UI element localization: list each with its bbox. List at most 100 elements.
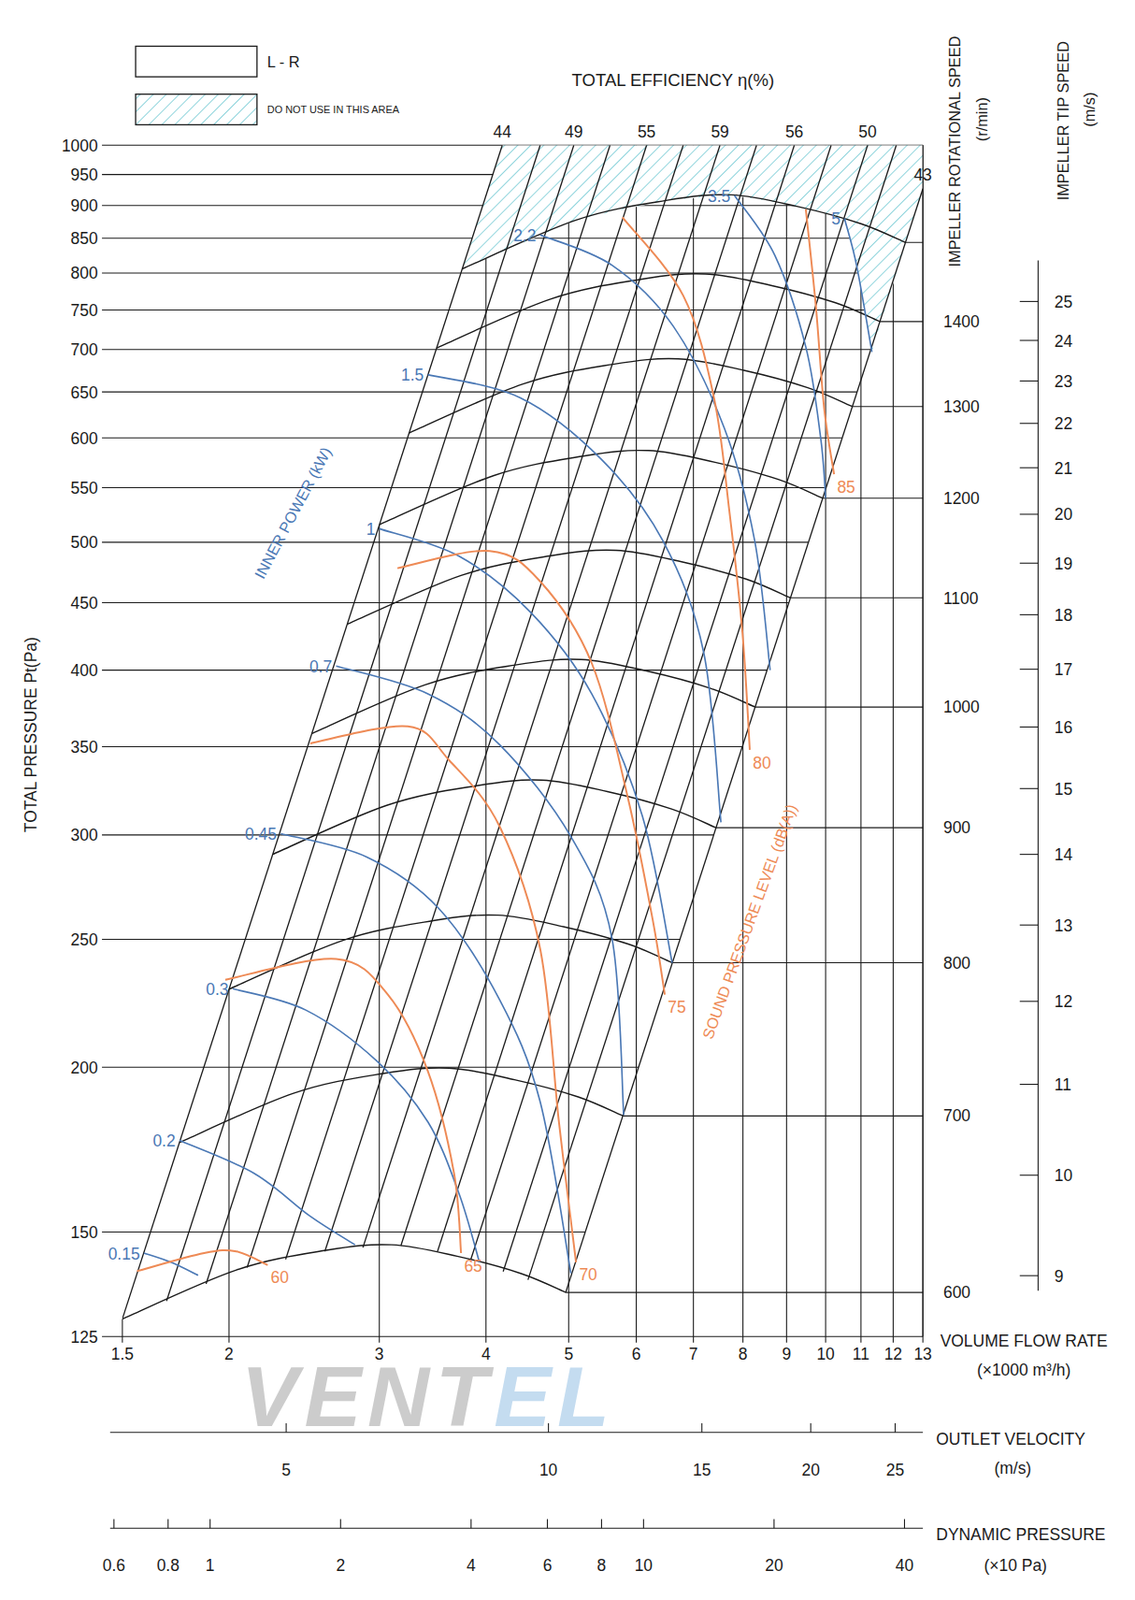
y-tick-label: 700 xyxy=(71,340,99,360)
y-tick-label: 800 xyxy=(71,263,99,283)
power-curve xyxy=(428,374,721,823)
y-axis-title: TOTAL PRESSURE Pt(Pa) xyxy=(21,636,41,833)
power-label: 1.5 xyxy=(401,365,424,385)
speed-connector xyxy=(755,706,923,708)
efficiency-label: 49 xyxy=(564,122,583,142)
dynamic-tick xyxy=(546,1518,548,1528)
efficiency-label: 44 xyxy=(493,122,513,142)
tip-tick-label: 23 xyxy=(1054,372,1073,391)
velocity-axis-title: OUTLET VELOCITY xyxy=(935,1429,1086,1449)
speed-curve xyxy=(408,358,852,433)
tip-tick-label: 11 xyxy=(1054,1075,1072,1094)
dynamic-tick xyxy=(773,1518,775,1528)
y-tick-label: 300 xyxy=(71,825,99,845)
velocity-tick-label: 15 xyxy=(692,1460,711,1480)
rpm-tick-label: 1000 xyxy=(943,697,980,717)
sound-label: 70 xyxy=(578,1264,598,1284)
rpm-tick-label: 1100 xyxy=(943,589,979,608)
dynamic-tick xyxy=(113,1518,115,1528)
dynamic-tick-label: 6 xyxy=(543,1555,553,1575)
dynamic-tick-label: 8 xyxy=(597,1555,607,1575)
power-label: 2.2 xyxy=(513,226,536,245)
rpm-tick-label: 1300 xyxy=(943,397,980,417)
dynamic-tick xyxy=(167,1518,169,1528)
efficiency-line xyxy=(166,144,541,1301)
labels: 444955595650430.150.20.30.450.711.52.23.… xyxy=(21,35,1107,1575)
speed-curve xyxy=(379,450,823,525)
dynamic-tick xyxy=(601,1518,603,1528)
grid-line-x xyxy=(121,1318,123,1342)
tip-tick-label: 18 xyxy=(1054,605,1073,625)
power-curve xyxy=(336,665,625,1115)
efficiency-label: 50 xyxy=(858,122,877,142)
speed-curve xyxy=(346,549,791,624)
tip-tick xyxy=(1020,380,1039,382)
grid-line-x xyxy=(860,144,862,1343)
sound-label: 60 xyxy=(271,1267,290,1287)
speed-connector xyxy=(622,1115,923,1117)
speed-connector xyxy=(822,497,923,499)
tip-tick xyxy=(1020,924,1039,926)
grid-line-x xyxy=(692,144,694,1343)
legend-swatch xyxy=(135,45,258,77)
rpm-tick-label: 800 xyxy=(943,953,971,973)
restricted-area xyxy=(461,144,923,352)
grid-line-x xyxy=(786,144,788,1343)
x-tick-label: 7 xyxy=(689,1344,699,1364)
rpm-tick-label: 1400 xyxy=(943,312,980,331)
grid-line-y xyxy=(101,669,767,671)
efficiency-line xyxy=(246,144,610,1267)
efficiency-line xyxy=(437,144,795,1251)
power-label: 1 xyxy=(366,519,376,539)
efficiency-line xyxy=(565,188,923,1293)
power-label: 0.15 xyxy=(108,1244,141,1264)
sound-label: 85 xyxy=(836,477,855,497)
rpm-axis-title: IMPELLER ROTATIONAL SPEED xyxy=(946,35,963,267)
tip-tick-label: 20 xyxy=(1054,504,1074,524)
efficiency-line xyxy=(324,144,683,1251)
tip-tick-label: 22 xyxy=(1054,414,1073,433)
speed-connector xyxy=(905,242,923,244)
speed-connector xyxy=(879,320,923,322)
sound-label: 75 xyxy=(667,997,686,1017)
dynamic-tick xyxy=(340,1518,342,1528)
sound-curve xyxy=(225,958,461,1253)
efficiency-line xyxy=(401,144,757,1246)
power-curve xyxy=(232,988,480,1263)
x-tick-label: 6 xyxy=(632,1344,642,1364)
tip-tick-label: 21 xyxy=(1054,459,1073,478)
legend-swatch xyxy=(135,94,258,126)
grid-line-x xyxy=(922,144,924,1343)
y-tick-label: 125 xyxy=(71,1327,99,1347)
x-axis-unit: (×1000 m³/h) xyxy=(976,1360,1071,1380)
speed-connector xyxy=(716,827,923,829)
tip-tick xyxy=(1020,1000,1039,1002)
tip-tick xyxy=(1020,339,1039,341)
dynamic-tick xyxy=(904,1518,906,1528)
x-tick-label: 11 xyxy=(852,1344,870,1364)
plot-area xyxy=(122,144,923,1319)
power-label: 0.2 xyxy=(152,1131,175,1150)
grid-line-y xyxy=(101,833,714,835)
tip-tick xyxy=(1020,562,1039,564)
power-label: 5 xyxy=(831,209,841,229)
y-tick-label: 950 xyxy=(71,165,99,185)
power-curve xyxy=(379,528,673,963)
x-tick-label: 10 xyxy=(816,1344,835,1364)
dynamic-axis-title: DYNAMIC PRESSURE xyxy=(935,1524,1106,1544)
x-tick-label: 4 xyxy=(481,1344,491,1364)
sound-label: 80 xyxy=(752,753,772,773)
rpm-axis-line xyxy=(922,144,924,1337)
sound-curve xyxy=(136,1249,268,1271)
y-tick-label: 150 xyxy=(71,1222,99,1242)
power-label: 0.45 xyxy=(244,824,277,844)
power-title: INNER POWER (kW) xyxy=(251,444,335,581)
x-tick-label: 9 xyxy=(781,1344,791,1364)
dynamic-tick-label: 1 xyxy=(205,1555,216,1575)
efficiency-line xyxy=(122,144,503,1319)
watermark: VENTEL xyxy=(241,1348,617,1444)
tip-tick-label: 25 xyxy=(1054,292,1073,312)
tip-tick-label: 17 xyxy=(1054,660,1073,679)
sound-title: SOUND PRESSURE LEVEL (dB(A)) xyxy=(699,801,801,1041)
tip-tick-label: 10 xyxy=(1054,1165,1074,1185)
